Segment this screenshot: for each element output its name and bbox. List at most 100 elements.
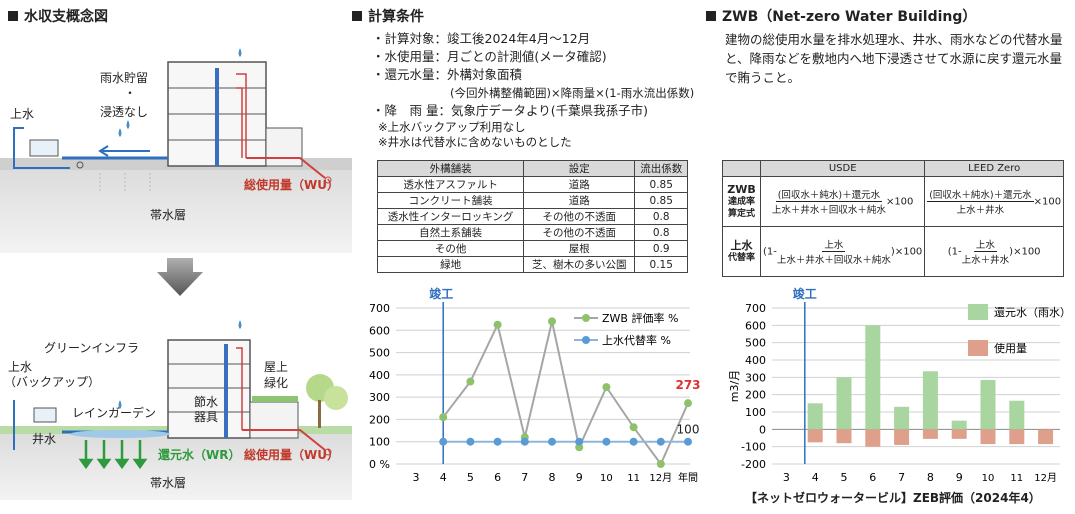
table-row: 自然土系舗装 その他の不透面 0.8: [376, 224, 688, 241]
x-tick-label: 11: [627, 473, 640, 484]
x-tick-label: 4: [812, 471, 819, 484]
formula-pre: (1-: [947, 246, 962, 258]
x-tick-label: 12月: [649, 472, 672, 484]
achievement-label: ZWB 達成率 算定式: [722, 176, 761, 227]
table-cell: コンクリート舗装: [376, 192, 525, 209]
bar: [836, 377, 852, 430]
x-tick-label: 4: [440, 471, 447, 484]
table-header: USDE: [759, 160, 926, 177]
y-tick-label: 0: [759, 423, 766, 436]
y-tick-label: 200: [369, 413, 390, 426]
table-row: 上水 代替率 (1- 上水 上水＋井水＋回収水＋純水)×100 (1- 上水 上水＋井水…: [722, 226, 1064, 277]
table-row: その他 屋根 0.9: [376, 240, 688, 257]
y-tick-label: 500: [369, 347, 390, 360]
legend-swatch: [968, 304, 988, 320]
legend-marker: [582, 336, 590, 344]
legend-label: ZWB 評価率 %: [602, 311, 678, 325]
y-tick-label: 100: [369, 436, 390, 449]
denominator: 上水＋井水＋回収水＋純水: [771, 205, 886, 216]
x-tick-label: 9: [576, 471, 583, 484]
y-tick-label: 400: [745, 354, 766, 367]
y-tick-label: 300: [745, 371, 766, 384]
denominator: 上水＋井水: [956, 205, 1005, 216]
roof-label-2: 緑化: [264, 376, 289, 390]
denominator: 上水＋井水: [961, 255, 1010, 266]
table-cell: 透水性インターロッキング: [376, 208, 525, 225]
usde-substitution-formula: (1- 上水 上水＋井水＋回収水＋純水)×100: [759, 226, 926, 277]
table-row: 緑地 芝、樹木の多い公園 0.15: [376, 256, 688, 273]
tap-water-label-bottom: 上水: [8, 360, 33, 374]
table-row: 透水性アスファルト 道路 0.85: [376, 176, 688, 193]
condition-item: ・還元水量：外構対象面積: [372, 67, 523, 82]
label-line: ZWB: [727, 182, 756, 196]
bar: [980, 429, 996, 445]
y-tick-label: 300: [369, 391, 390, 404]
zwb-title: ZWB（Net-zero Water Building）: [706, 6, 976, 26]
data-point: [602, 437, 611, 446]
data-point: [684, 399, 692, 408]
denominator: 上水＋井水＋回収水＋純水: [776, 255, 891, 266]
footer-caption: 【ネットゼロウォータービル】ZEB評価（2024年4）: [745, 491, 1041, 505]
bar: [865, 429, 881, 447]
bar: [894, 429, 910, 445]
green-infra-label: グリーンインフラ: [44, 341, 140, 355]
x-tick-label: 6: [869, 471, 876, 484]
x-tick-label: 3: [413, 471, 420, 484]
formula-post: )×100: [1009, 246, 1041, 258]
bar: [1038, 429, 1054, 445]
tap-water-label: 上水: [10, 107, 35, 121]
x-tick-label: 8: [927, 471, 934, 484]
data-point: [439, 413, 448, 422]
y-axis-label: m3/月: [728, 370, 741, 402]
condition-note: ※井水は代替水に含めないものとした: [378, 135, 572, 149]
x-tick-label: 5: [841, 471, 848, 484]
x-tick-label: 11: [1010, 473, 1023, 484]
data-point: [656, 460, 665, 468]
data-point: [466, 437, 475, 446]
y-tick-label: -200: [741, 458, 766, 471]
y-tick-label: 700: [745, 302, 766, 315]
bar: [807, 403, 823, 430]
data-point: [629, 423, 638, 432]
y-tick-label: 400: [369, 369, 390, 382]
table-cell: 道路: [523, 192, 636, 209]
label-line: 代替率: [727, 252, 755, 263]
table-cell: 芝、樹木の多い公園: [523, 256, 636, 273]
table-cell: 屋根: [523, 240, 636, 257]
leed-achievement-formula: (回収水＋純水)＋還元水 上水＋井水 ×100: [924, 176, 1064, 227]
y-tick-label: 700: [369, 302, 390, 315]
return-water-label: 還元水（WR）: [158, 448, 241, 462]
completion-label: 竣工: [429, 286, 453, 301]
top-concept-diagram: [0, 48, 352, 253]
times100: ×100: [1033, 196, 1062, 208]
y-tick-label: 500: [745, 337, 766, 350]
condition-item: ・水使用量：月ごとの計測値(メータ確認): [372, 49, 607, 64]
condition-item: ・降 雨 量：気象庁データより(千葉県我孫子市): [372, 103, 648, 118]
completion-label: 竣工: [793, 286, 817, 301]
table-header: LEED Zero: [924, 160, 1064, 177]
bar: [865, 325, 881, 430]
data-point: [575, 443, 584, 452]
runoff-table: 外構舗装 設定 流出係数 透水性アスファルト 道路 0.85 コンクリート舗装 道路 0…: [376, 160, 688, 273]
zwb-description: 建物の総使用水量を排水処理水、井水、雨水などの代替水量と、降雨などを敷地内へ地下…: [725, 32, 1063, 85]
bar: [951, 420, 967, 430]
y-tick-label: 100: [745, 406, 766, 419]
backup-label: （バックアップ）: [4, 375, 101, 389]
x-tick-label: 7: [898, 471, 905, 484]
data-point: [656, 437, 665, 446]
rain-storage-label: 雨水貯留: [100, 71, 149, 85]
bottom-concept-diagram: [0, 320, 352, 500]
x-tick-label: 7: [521, 471, 528, 484]
x-tick-label: 5: [467, 471, 474, 484]
legend-marker: [582, 314, 590, 322]
table-cell: 0.85: [634, 176, 688, 193]
table-header: 設定: [523, 160, 636, 177]
table-cell: 透水性アスファルト: [376, 176, 525, 193]
data-point: [493, 437, 502, 446]
down-arrow-icon: [157, 258, 203, 296]
formula-post: )×100: [890, 246, 923, 258]
data-point: [629, 437, 638, 446]
label-line: 算定式: [727, 208, 755, 219]
total-use-label-bottom: 総使用量（WU）: [244, 448, 339, 462]
bar: [951, 429, 967, 439]
